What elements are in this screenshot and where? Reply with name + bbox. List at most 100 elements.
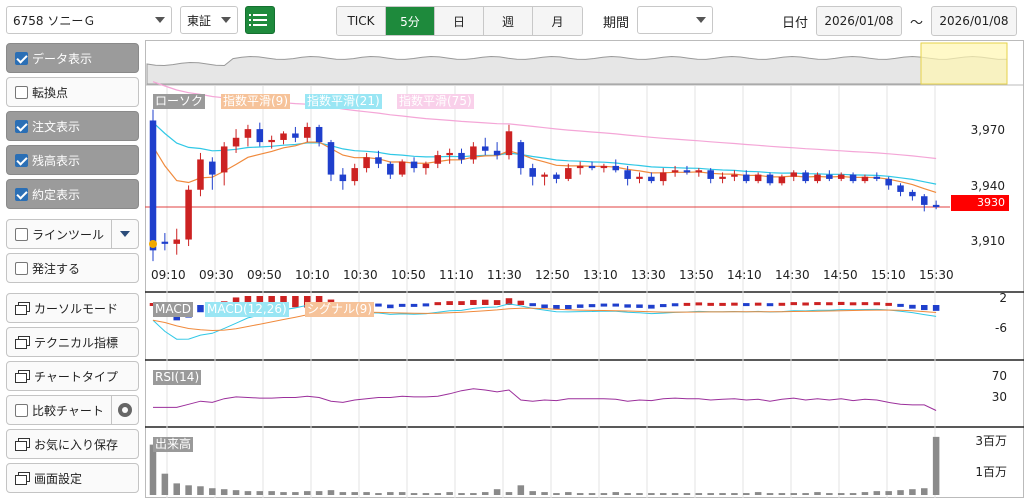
time-axis-label: 10:50	[391, 268, 426, 282]
macd-histogram-bar	[375, 303, 382, 307]
tab-5min[interactable]: 5分	[386, 7, 435, 35]
volume-bar	[280, 492, 287, 495]
sidebar-item-label: お気に入り保存	[34, 437, 119, 452]
volume-axis-label: 1百万	[975, 465, 1007, 479]
volume-bar	[529, 491, 536, 495]
volume-bar	[327, 490, 335, 495]
macd-histogram-bar	[256, 296, 264, 308]
volume-bar	[173, 483, 180, 495]
checkbox-icon	[15, 153, 28, 167]
date-from-input[interactable]: 2026/01/08	[816, 6, 902, 36]
sidebar-item-label: チャートタイプ	[34, 369, 118, 384]
tab-month[interactable]: 月	[533, 7, 582, 35]
screen-settings-button[interactable]: 画面設定	[6, 463, 139, 493]
candle	[576, 165, 584, 169]
macd-histogram-bar	[268, 296, 275, 308]
candle	[624, 170, 631, 179]
toggle-line-tool[interactable]: ラインツール	[6, 219, 139, 249]
macd-histogram-bar	[695, 302, 703, 306]
list-icon-line	[249, 24, 267, 26]
candle	[707, 170, 714, 179]
candle	[790, 172, 798, 177]
line-tool-dropdown[interactable]	[111, 220, 138, 248]
macd-histogram-bar	[422, 303, 430, 307]
candle	[731, 174, 738, 177]
macd-histogram-bar	[197, 305, 204, 313]
candle	[932, 204, 940, 208]
legend-ema21: 指数平滑(21)	[305, 94, 382, 109]
price-axis-label: 3,970	[970, 123, 1005, 137]
range-select[interactable]	[637, 6, 713, 34]
macd-histogram-bar	[315, 296, 323, 306]
candle	[470, 146, 477, 160]
volume-bar	[802, 493, 809, 495]
time-axis-label: 14:50	[823, 268, 858, 282]
candle	[683, 170, 691, 173]
date-to-input[interactable]: 2026/01/08	[931, 6, 1017, 36]
cursor-mode-button[interactable]: カーソルモード	[6, 293, 139, 323]
window-icon	[15, 302, 30, 315]
gear-icon	[118, 403, 132, 417]
sidebar-item-label: 約定表示	[32, 187, 81, 202]
checkbox-icon	[15, 187, 28, 201]
candle	[339, 174, 347, 182]
toggle-compare-chart[interactable]: 比較チャート	[6, 395, 139, 425]
time-axis-label: 14:10	[727, 268, 762, 282]
chart-type-button[interactable]: チャートタイプ	[6, 361, 139, 391]
macd-histogram-bar	[790, 302, 798, 306]
macd-histogram-bar	[541, 304, 548, 308]
macd-axis-label: -6	[995, 321, 1007, 335]
volume-bar	[185, 485, 192, 495]
current-price-tag: 3930	[951, 195, 1009, 211]
toggle-turning-point[interactable]: 転換点	[6, 77, 139, 107]
market-value: 東証	[187, 13, 212, 28]
volume-bar	[434, 493, 442, 495]
volume-bar	[553, 493, 560, 495]
macd-histogram-bar	[481, 299, 489, 305]
chart-canvas[interactable]	[145, 40, 1024, 498]
volume-bar	[636, 493, 643, 495]
sidebar-item-label: 注文表示	[32, 119, 81, 134]
candle	[363, 157, 370, 169]
window-icon	[15, 472, 30, 485]
volume-bar	[363, 492, 370, 495]
navigator-window	[920, 42, 1008, 85]
compare-settings-button[interactable]	[111, 396, 138, 424]
tab-day[interactable]: 日	[435, 7, 484, 35]
toggle-place-order[interactable]: 発注する	[6, 253, 139, 283]
candle	[695, 170, 703, 173]
volume-bar	[422, 493, 430, 495]
market-select[interactable]: 東証	[180, 6, 238, 34]
candle	[458, 152, 465, 160]
macd-histogram-bar	[292, 296, 299, 308]
tab-tick[interactable]: TICK	[337, 7, 386, 35]
volume-bar	[766, 493, 774, 495]
technical-indicator-button[interactable]: テクニカル指標	[6, 327, 139, 357]
chart-panel[interactable]: ローソク 指数平滑(9) 指数平滑(21) 指数平滑(75) 3,970 3,9…	[145, 40, 1024, 498]
tab-week[interactable]: 週	[484, 7, 533, 35]
candle	[173, 239, 180, 244]
time-axis-label: 09:30	[199, 268, 234, 282]
time-axis-label: 10:10	[295, 268, 330, 282]
sidebar-item-label: 発注する	[32, 261, 81, 276]
symbol-select[interactable]: 6758 ソニーＧ	[6, 6, 172, 34]
sidebar-item-label: 画面設定	[34, 471, 83, 486]
macd-histogram-bar	[849, 302, 857, 306]
toggle-execution-display[interactable]: 約定表示	[6, 179, 139, 209]
volume-bar	[659, 493, 667, 495]
candle	[292, 133, 299, 138]
save-favorite-button[interactable]: お気に入り保存	[6, 429, 139, 459]
macd-histogram-bar	[837, 301, 845, 305]
volume-bar	[351, 492, 358, 495]
range-label: 期間	[603, 16, 630, 31]
macd-histogram-bar	[861, 302, 869, 306]
toggle-data-display[interactable]: データ表示	[6, 43, 139, 73]
list-icon-button[interactable]	[245, 6, 275, 34]
macd-histogram-bar	[719, 302, 726, 306]
toggle-order-display[interactable]: 注文表示	[6, 111, 139, 141]
time-axis-label: 12:50	[535, 268, 570, 282]
volume-bar	[470, 493, 477, 495]
volume-bar	[541, 492, 548, 495]
volume-bar	[149, 444, 157, 495]
toggle-balance-display[interactable]: 残高表示	[6, 145, 139, 175]
